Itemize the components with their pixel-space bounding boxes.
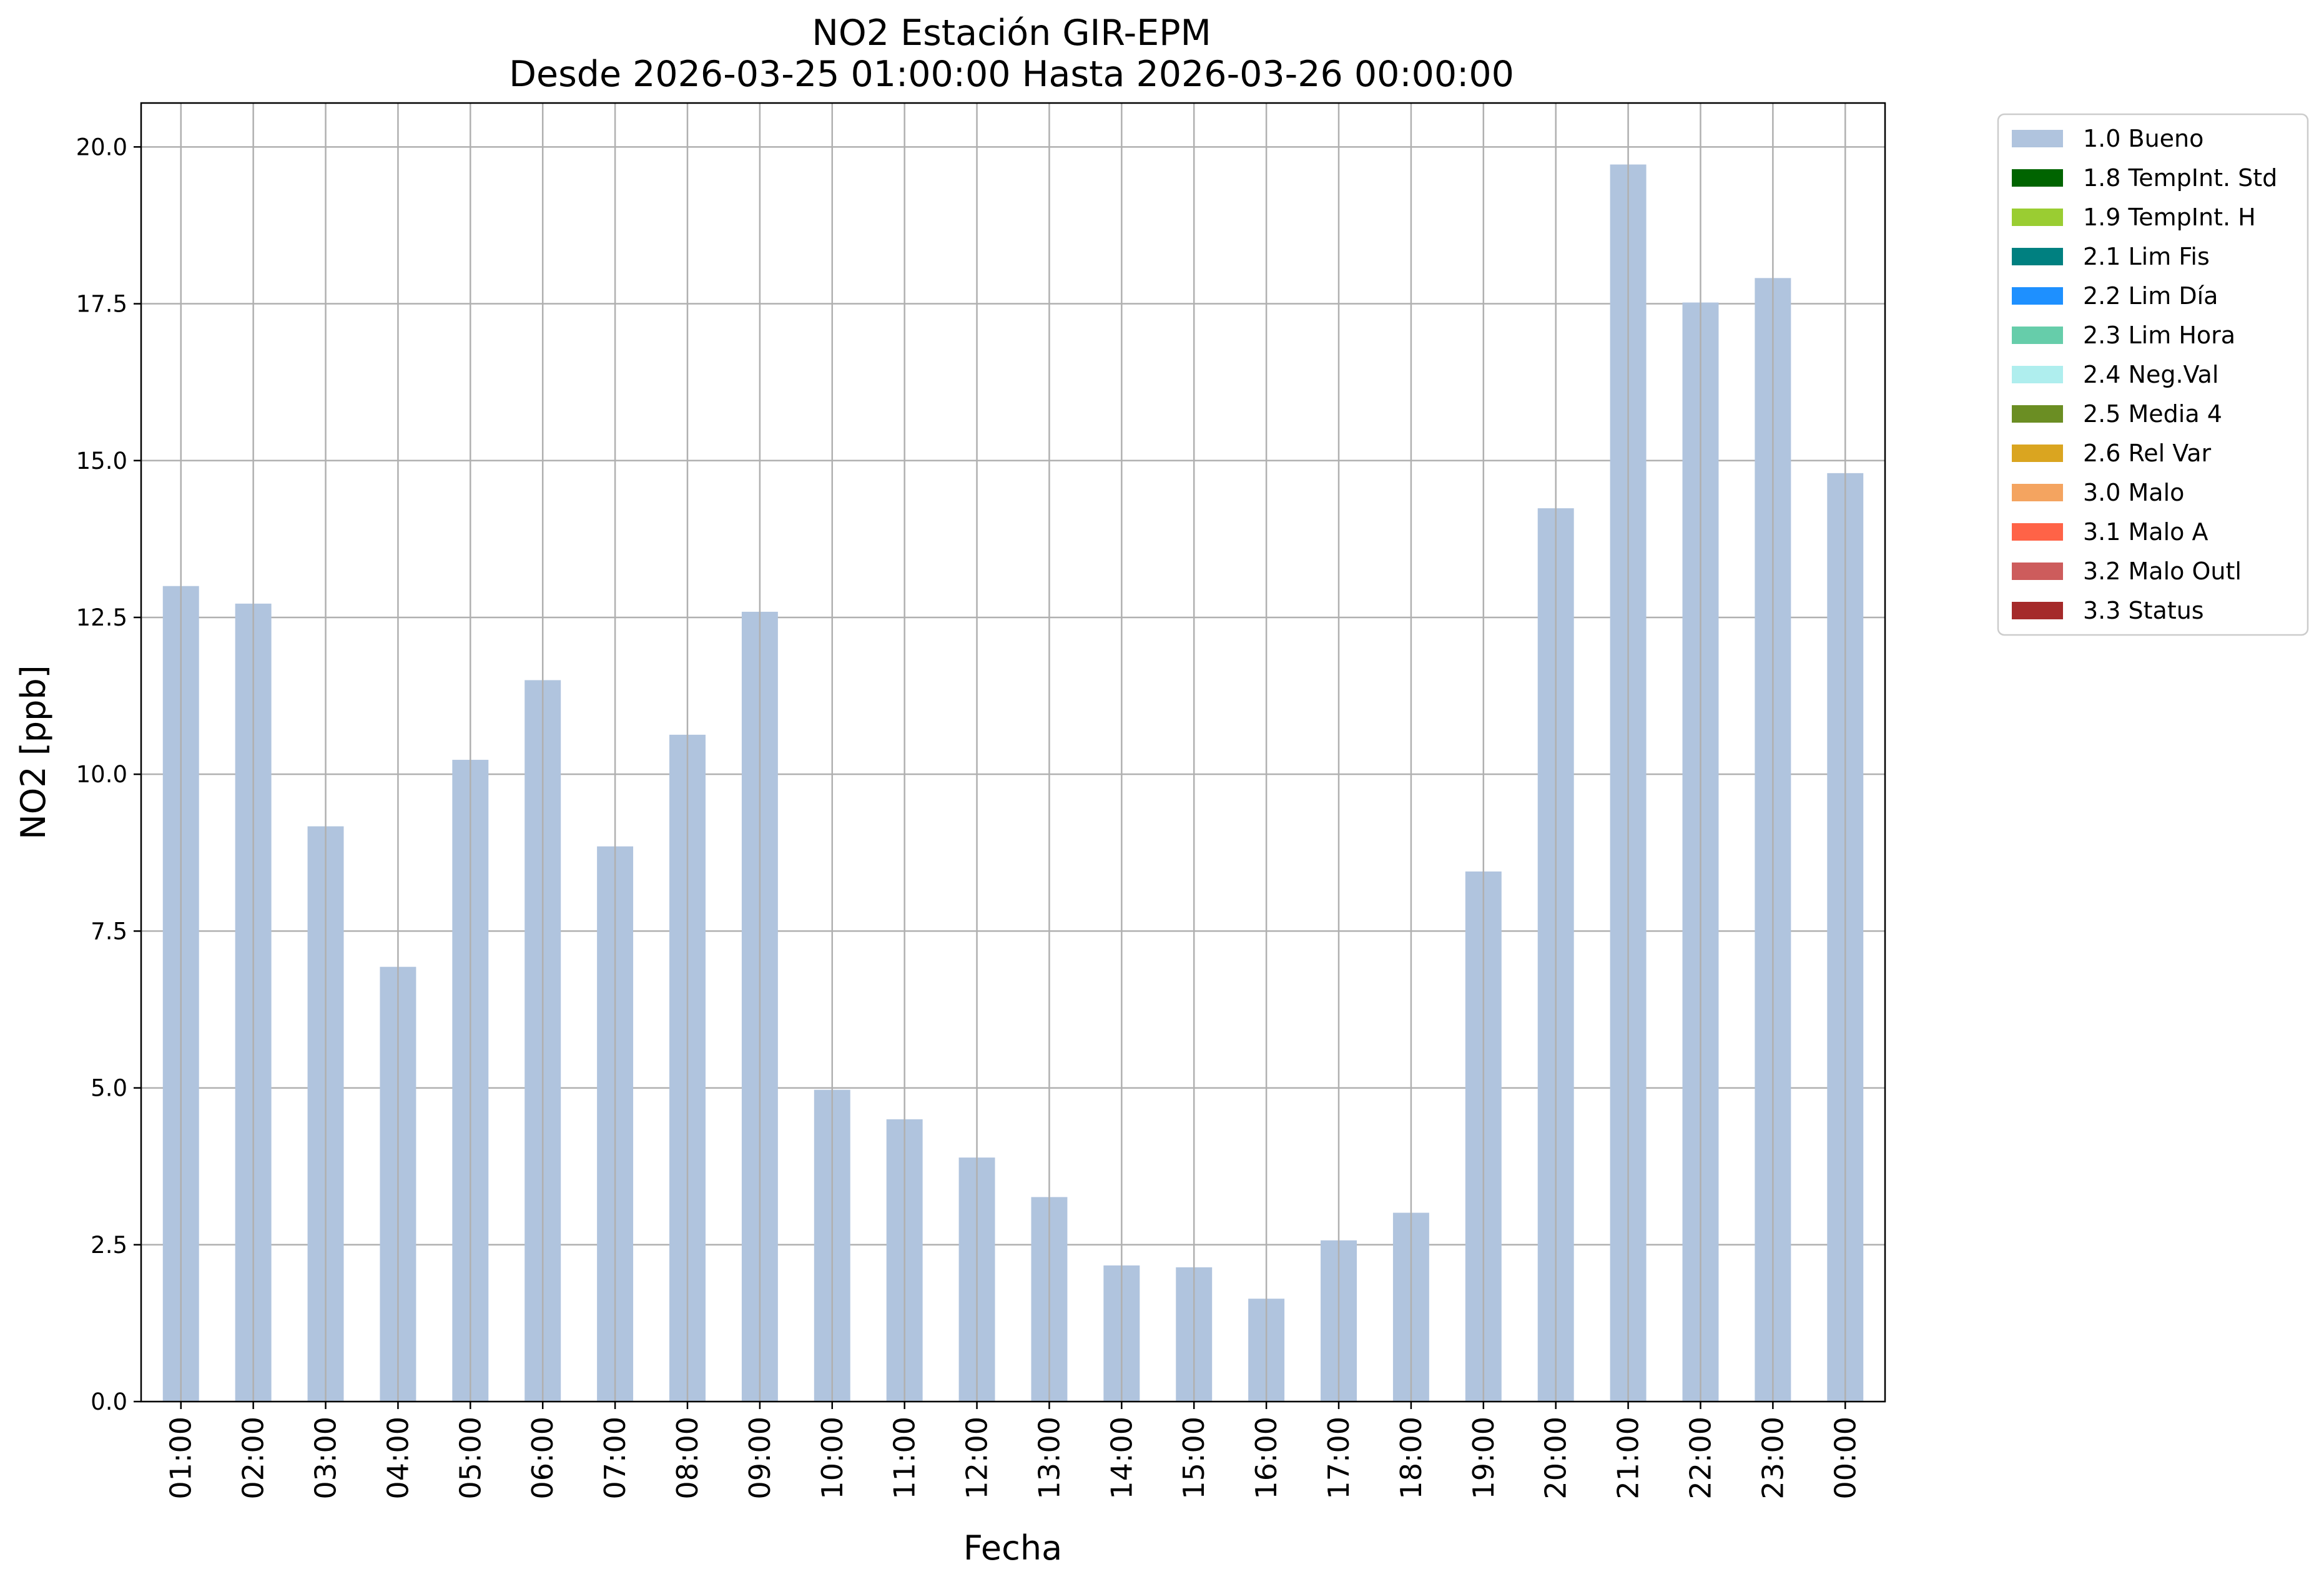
- x-gridlines: [180, 103, 1846, 1402]
- legend-label: 2.3 Lim Hora: [2083, 322, 2235, 349]
- x-tick-label: 23:00: [1756, 1417, 1790, 1500]
- x-tick-label: 17:00: [1322, 1417, 1356, 1500]
- x-tick-label: 20:00: [1539, 1417, 1573, 1500]
- legend-swatch: [2012, 327, 2063, 344]
- y-tick-label: 17.5: [76, 291, 127, 318]
- x-tick-label: 04:00: [381, 1417, 415, 1500]
- x-tick-label: 18:00: [1394, 1417, 1428, 1500]
- legend-swatch: [2012, 287, 2063, 305]
- x-tick-label: 02:00: [237, 1417, 270, 1500]
- x-tick-label: 16:00: [1249, 1417, 1283, 1500]
- x-axis-label: Fecha: [963, 1528, 1062, 1568]
- y-tick-label: 2.5: [91, 1232, 127, 1259]
- legend-swatch: [2012, 563, 2063, 580]
- x-tick-label: 15:00: [1177, 1417, 1211, 1500]
- legend-swatch: [2012, 484, 2063, 501]
- legend-swatch: [2012, 209, 2063, 226]
- legend-swatch: [2012, 366, 2063, 383]
- legend-label: 2.2 Lim Día: [2083, 282, 2218, 310]
- legend-label: 2.1 Lim Fis: [2083, 243, 2210, 270]
- legend-swatch: [2012, 602, 2063, 619]
- x-tick-label: 03:00: [309, 1417, 343, 1500]
- legend-swatch: [2012, 248, 2063, 265]
- chart-title: NO2 Estación GIR-EPM: [812, 12, 1211, 54]
- x-tick-label: 13:00: [1032, 1417, 1066, 1500]
- y-tick-label: 20.0: [76, 134, 127, 160]
- x-tick-label: 01:00: [164, 1417, 198, 1500]
- y-axis-label: NO2 [ppb]: [14, 665, 53, 839]
- x-tick-label: 06:00: [526, 1417, 559, 1500]
- plot-background: [141, 103, 1885, 1402]
- legend-swatch: [2012, 445, 2063, 462]
- legend-label: 2.5 Media 4: [2083, 400, 2222, 428]
- legend-frame: [1997, 113, 2309, 636]
- legend-label: 1.8 TempInt. Std: [2083, 164, 2277, 192]
- y-tick-label: 5.0: [91, 1075, 127, 1102]
- y-tick-label: 12.5: [76, 604, 127, 631]
- legend-swatch: [2012, 130, 2063, 147]
- y-axis-ticks: 0.0 2.5 5.0 7.5 10.0 12.5 15.0 17.5 20.0: [76, 134, 141, 1415]
- legend-swatch: [2012, 169, 2063, 187]
- x-tick-label: 09:00: [743, 1417, 777, 1500]
- legend-label: 2.4 Neg.Val: [2083, 361, 2218, 388]
- x-tick-label: 11:00: [888, 1417, 922, 1500]
- x-tick-label: 08:00: [671, 1417, 704, 1500]
- legend-label: 2.6 Rel Var: [2083, 440, 2212, 467]
- x-axis-ticks: 01:00 02:00 03:00 04:00 05:00 06:00 07:00 08:00…: [164, 1402, 1862, 1500]
- legend-label: 3.2 Malo Outl: [2083, 558, 2242, 585]
- legend-label: 3.3 Status: [2083, 597, 2204, 624]
- legend-label: 1.9 TempInt. H: [2083, 204, 2256, 231]
- x-tick-label: 21:00: [1612, 1417, 1645, 1500]
- x-tick-label: 05:00: [453, 1417, 487, 1500]
- x-tick-label: 19:00: [1467, 1417, 1500, 1500]
- y-tick-label: 10.0: [76, 761, 127, 788]
- y-tick-label: 0.0: [91, 1388, 127, 1415]
- x-tick-label: 22:00: [1683, 1417, 1717, 1500]
- legend-swatch: [2012, 523, 2063, 541]
- plot-frame: [140, 102, 1886, 1403]
- legend: 1.0 Bueno 1.8 TempInt. Std 1.9 TempInt. H 2…: [1997, 113, 2309, 636]
- chart-subtitle: Desde 2026-03-25 01:00:00 Hasta 2026-03-…: [509, 54, 1514, 95]
- x-tick-label: 12:00: [960, 1417, 994, 1500]
- legend-label: 1.0 Bueno: [2083, 125, 2203, 152]
- legend-label: 3.1 Malo A: [2083, 518, 2208, 546]
- x-tick-label: 07:00: [598, 1417, 632, 1500]
- legend-label: 3.0 Malo: [2083, 479, 2184, 506]
- legend-swatch: [2012, 405, 2063, 423]
- x-tick-label: 10:00: [815, 1417, 849, 1500]
- x-tick-label: 14:00: [1105, 1417, 1138, 1500]
- x-tick-label: 00:00: [1828, 1417, 1862, 1500]
- y-tick-label: 15.0: [76, 448, 127, 474]
- y-tick-label: 7.5: [91, 918, 127, 945]
